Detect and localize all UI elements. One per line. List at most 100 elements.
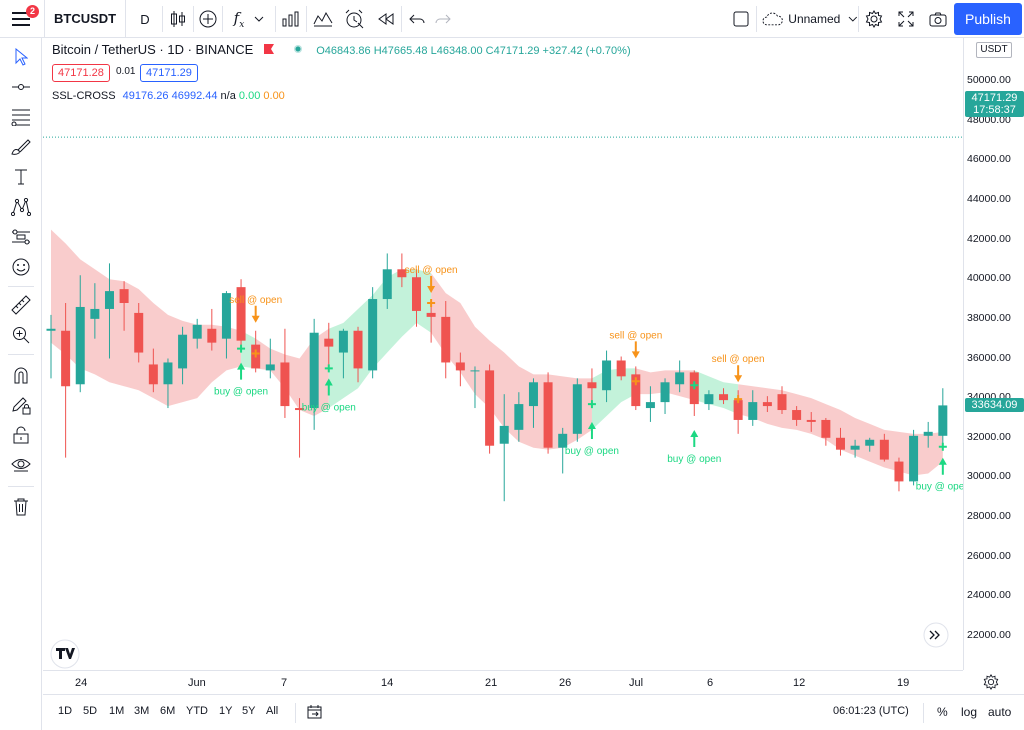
scroll-to-realtime-button[interactable] xyxy=(923,622,949,648)
time-axis[interactable]: 24 Jun 7 14 21 26 Jul 6 12 19 xyxy=(43,670,963,694)
buy-arrow xyxy=(237,362,246,380)
candle-body xyxy=(221,293,231,339)
square-icon xyxy=(733,11,749,27)
range-1d-button[interactable]: 1D xyxy=(58,705,73,717)
lock-drawings-tool[interactable] xyxy=(0,420,42,450)
candle-body xyxy=(835,437,845,450)
market-status-icon xyxy=(293,45,302,53)
time-label: 12 xyxy=(793,677,806,689)
price-tick: 24000.00 xyxy=(967,589,1011,602)
alert-button[interactable] xyxy=(340,0,368,38)
ruler-icon xyxy=(11,295,31,315)
sell-arrow xyxy=(734,365,743,383)
candle-body xyxy=(163,362,173,385)
log-scale-toggle[interactable]: log xyxy=(961,705,978,719)
auto-scale-toggle[interactable]: auto xyxy=(988,705,1012,719)
buy-arrow xyxy=(690,429,699,447)
chart-pane[interactable]: buy @ open buy @ open buy @ open buy @ open… xyxy=(43,38,963,670)
goto-date-button[interactable] xyxy=(307,704,323,720)
ohlc-change: +327.42 (+0.70%) xyxy=(542,45,631,57)
magnet-tool[interactable] xyxy=(0,360,42,390)
layout-select-button[interactable] xyxy=(728,0,754,38)
text-tool[interactable] xyxy=(0,162,42,192)
candle-body xyxy=(353,330,363,369)
candle-body xyxy=(148,364,158,385)
range-5y-button[interactable]: 5Y xyxy=(242,705,256,717)
pattern-tool[interactable] xyxy=(0,192,42,222)
undo-button[interactable] xyxy=(404,0,430,38)
line-chart-icon xyxy=(313,11,333,27)
double-chevron-icon xyxy=(929,630,940,640)
percent-scale-toggle[interactable]: % xyxy=(937,705,948,719)
remove-drawings-tool[interactable] xyxy=(0,492,42,522)
redo-button[interactable] xyxy=(430,0,456,38)
fib-tool[interactable] xyxy=(0,102,42,132)
measure-tool[interactable] xyxy=(0,290,42,320)
undo-icon xyxy=(409,14,425,24)
price-scale[interactable]: 50000.00 48000.00 46000.00 44000.00 42000.00… xyxy=(963,38,1024,670)
unlock-icon xyxy=(13,426,29,444)
range-1y-button[interactable]: 1Y xyxy=(219,705,233,717)
snapshot-button[interactable] xyxy=(924,0,952,38)
templates-button[interactable] xyxy=(309,0,337,38)
fullscreen-icon xyxy=(898,11,914,27)
financials-button[interactable] xyxy=(278,0,304,38)
candle-body xyxy=(821,419,831,438)
indicator-name: SSL-CROSS xyxy=(52,90,116,102)
hide-drawings-tool[interactable] xyxy=(0,450,42,480)
candle-body xyxy=(909,435,919,482)
range-6m-button[interactable]: 6M xyxy=(160,705,176,717)
icon-tool[interactable] xyxy=(0,252,42,282)
chart-settings-button[interactable] xyxy=(983,674,999,690)
settings-button[interactable] xyxy=(860,0,888,38)
chart-type-button[interactable] xyxy=(164,0,192,38)
range-ytd-button[interactable]: YTD xyxy=(186,705,208,717)
indicator-value-4: 0.00 xyxy=(238,90,261,102)
trash-icon xyxy=(14,498,28,516)
stay-drawing-tool[interactable] xyxy=(0,390,42,420)
buy-price-button[interactable]: 47171.29 xyxy=(140,64,198,82)
candle-body xyxy=(616,360,626,377)
utc-clock[interactable]: 06:01:23 (UTC) xyxy=(833,705,909,717)
candle-body xyxy=(382,269,392,300)
trend-line-tool[interactable] xyxy=(0,72,42,102)
fullscreen-button[interactable] xyxy=(892,0,920,38)
replay-button[interactable] xyxy=(372,0,400,38)
publish-button[interactable]: Publish xyxy=(954,3,1022,35)
candle-body xyxy=(660,382,670,403)
bar-chart-icon xyxy=(282,11,299,27)
candle-body xyxy=(631,374,641,407)
layout-name-button[interactable]: Unnamed xyxy=(758,0,858,38)
time-label: 26 xyxy=(559,677,572,689)
candle-body xyxy=(61,330,71,387)
interval-button[interactable]: D xyxy=(140,11,150,27)
price-chart[interactable]: buy @ open buy @ open buy @ open buy @ open… xyxy=(43,38,963,670)
price-tick: 40000.00 xyxy=(967,272,1011,285)
sell-price-button[interactable]: 47171.28 xyxy=(52,64,110,82)
symbol-search-button[interactable]: BTCUSDT xyxy=(44,0,126,38)
compare-symbol-button[interactable] xyxy=(195,0,221,38)
range-all-button[interactable]: All xyxy=(266,705,279,717)
indicator-value-1: 49176.26 xyxy=(122,90,169,102)
zoom-tool[interactable] xyxy=(0,320,42,350)
ssl-band-segment xyxy=(51,229,242,407)
candle-body xyxy=(806,419,816,422)
indicators-button[interactable]: fx xyxy=(224,0,274,38)
brush-tool[interactable] xyxy=(0,132,42,162)
candle-body xyxy=(309,332,319,409)
zoom-in-icon xyxy=(13,327,30,344)
currency-label[interactable]: USDT xyxy=(976,42,1012,58)
range-1m-button[interactable]: 1M xyxy=(109,705,125,717)
range-5d-button[interactable]: 5D xyxy=(83,705,98,717)
flag-icon[interactable] xyxy=(263,44,275,54)
prediction-tool[interactable] xyxy=(0,222,42,252)
price-tick: 42000.00 xyxy=(967,232,1011,245)
time-label: 7 xyxy=(281,677,288,689)
cursor-tool[interactable] xyxy=(0,42,42,72)
price-tick: 38000.00 xyxy=(967,311,1011,324)
candle-body xyxy=(748,402,758,420)
range-3m-button[interactable]: 3M xyxy=(134,705,150,717)
candle-body xyxy=(762,402,772,407)
candle-body xyxy=(923,431,933,436)
main-menu-button[interactable]: 2 xyxy=(0,0,42,38)
